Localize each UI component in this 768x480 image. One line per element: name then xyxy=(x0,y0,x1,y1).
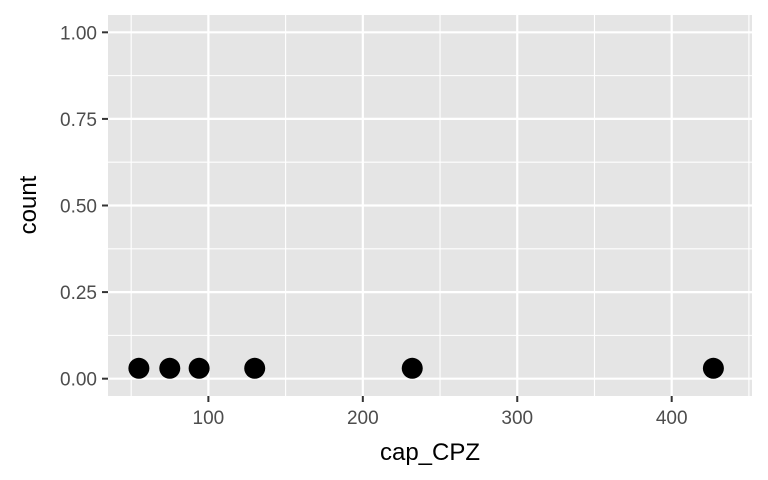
x-tick-label: 400 xyxy=(656,408,688,429)
data-point xyxy=(401,357,423,379)
y-tick-label: 1.00 xyxy=(60,23,97,44)
x-tick-label: 300 xyxy=(501,408,533,429)
x-tick-label: 100 xyxy=(193,408,225,429)
data-point xyxy=(244,357,266,379)
major-gridlines xyxy=(108,15,752,396)
data-point xyxy=(702,357,724,379)
y-tick-label: 0.50 xyxy=(60,197,97,218)
y-axis: 0.00 0.25 0.50 0.75 1.00 xyxy=(60,23,108,391)
x-axis: 100 200 300 400 xyxy=(193,396,688,429)
data-point xyxy=(188,357,210,379)
y-tick-label: 0.00 xyxy=(60,370,97,391)
y-tick-label: 0.75 xyxy=(60,110,97,131)
y-tick-label: 0.25 xyxy=(60,283,97,304)
data-point xyxy=(159,357,181,379)
y-axis-title: count xyxy=(15,175,42,234)
x-tick-label: 200 xyxy=(347,408,379,429)
data-point xyxy=(128,357,150,379)
data-points xyxy=(128,357,724,379)
x-axis-title: cap_CPZ xyxy=(380,439,480,466)
